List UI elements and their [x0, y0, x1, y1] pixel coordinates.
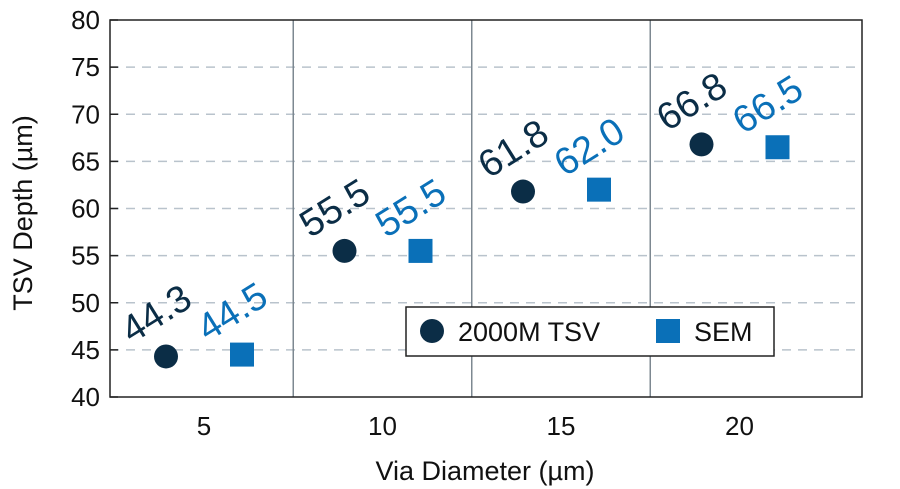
- x-tick-label: 5: [197, 411, 211, 441]
- y-tick-label: 45: [71, 335, 100, 365]
- data-label-sem: 44.5: [190, 275, 275, 350]
- legend-box: [405, 306, 775, 357]
- x-tick-label: 10: [368, 411, 397, 441]
- y-tick-label: 55: [71, 241, 100, 271]
- data-label-sem: 66.5: [726, 68, 811, 143]
- marker-sem: [587, 177, 611, 202]
- legend-label-sem: SEM: [694, 317, 753, 347]
- marker-2000m-tsv: [511, 179, 535, 204]
- legend-label-2000m-tsv: 2000M TSV: [458, 317, 600, 347]
- data-label-sem: 55.5: [369, 171, 454, 246]
- data-label-2000m-tsv: 61.8: [471, 112, 556, 187]
- y-axis-label: TSV Depth (µm): [8, 115, 38, 311]
- y-tick-label: 40: [71, 382, 100, 412]
- y-tick-label: 70: [71, 99, 100, 129]
- legend-marker-sem: [656, 319, 680, 343]
- marker-sem: [408, 238, 433, 263]
- legend: 2000M TSV SEM: [405, 306, 775, 357]
- y-tick-label: 75: [71, 52, 100, 82]
- legend-marker-2000m-tsv: [420, 319, 444, 343]
- x-tick-label: 15: [547, 411, 576, 441]
- x-axis: 5 10 15 20: [197, 411, 754, 441]
- x-tick-label: 20: [725, 411, 754, 441]
- y-tick-label: 50: [71, 288, 100, 318]
- data-label-2000m-tsv: 66.8: [650, 65, 735, 140]
- data-label-2000m-tsv: 44.3: [114, 277, 199, 352]
- data-label-2000m-tsv: 55.5: [293, 171, 378, 246]
- marker-2000m-tsv: [689, 132, 714, 157]
- y-tick-label: 80: [71, 5, 100, 35]
- y-tick-label: 65: [71, 146, 100, 176]
- y-tick-label: 60: [71, 194, 100, 224]
- x-axis-label: Via Diameter (µm): [375, 456, 594, 486]
- data-label-sem: 62.0: [547, 110, 632, 185]
- marker-2000m-tsv: [154, 344, 178, 369]
- y-axis: 40 45 50 55 60 65 70 75 80: [71, 5, 118, 412]
- marker-sem: [765, 135, 790, 160]
- marker-sem: [230, 342, 254, 367]
- grid-layer: [110, 66, 862, 351]
- marker-2000m-tsv: [332, 238, 357, 263]
- data-marks: [154, 132, 790, 369]
